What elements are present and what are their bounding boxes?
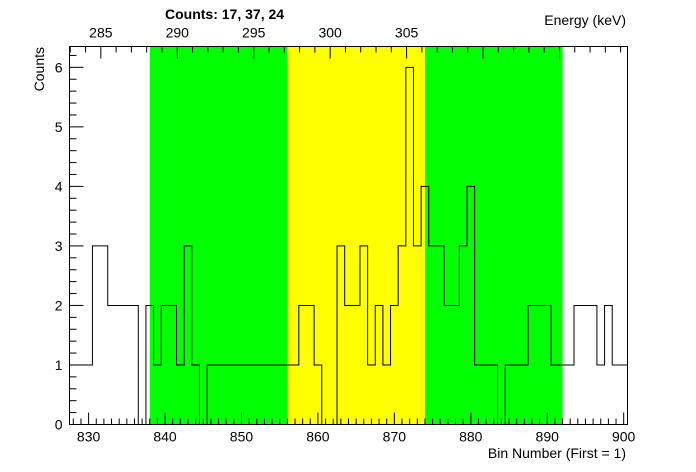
x-axis: 830 840 850 860 870 880 890 900 xyxy=(72,412,636,445)
x2-tick-label: 300 xyxy=(318,25,342,41)
y-tick-label: 0 xyxy=(55,417,63,433)
y-tick-label: 4 xyxy=(55,178,63,194)
y-tick-label: 5 xyxy=(55,119,63,135)
x-tick-label: 880 xyxy=(459,429,483,445)
chart-title: Counts: 17, 37, 24 xyxy=(165,6,284,22)
y-axis-label: Counts xyxy=(31,47,47,91)
x2-tick-label: 290 xyxy=(166,25,190,41)
region-bands xyxy=(149,46,563,425)
region-band-2 xyxy=(424,46,563,425)
x-tick-label: 860 xyxy=(306,429,330,445)
x-tick-label: 840 xyxy=(153,429,177,445)
histogram-line xyxy=(69,66,628,425)
x2-tick-label: 295 xyxy=(242,25,266,41)
region-band-0 xyxy=(149,46,288,425)
x2-axis-label: Energy (keV) xyxy=(544,12,626,28)
x2-tick-label: 285 xyxy=(89,25,113,41)
y-tick-label: 3 xyxy=(55,238,63,254)
y-tick-label: 2 xyxy=(55,297,63,313)
x-tick-label: 850 xyxy=(230,429,254,445)
x2-axis: 285 290 295 300 305 xyxy=(69,25,622,59)
histogram xyxy=(69,66,628,425)
x-tick-label: 890 xyxy=(536,429,560,445)
y-tick-label: 1 xyxy=(55,357,63,373)
x-tick-label: 900 xyxy=(612,429,636,445)
y-tick-label: 6 xyxy=(55,59,63,75)
y-axis: 0 1 2 3 4 5 6 xyxy=(55,54,84,433)
x-axis-label: Bin Number (First = 1) xyxy=(488,445,626,461)
x-tick-label: 830 xyxy=(77,429,101,445)
x-tick-label: 870 xyxy=(383,429,407,445)
x2-tick-label: 305 xyxy=(395,25,419,41)
region-band-1 xyxy=(287,46,425,425)
